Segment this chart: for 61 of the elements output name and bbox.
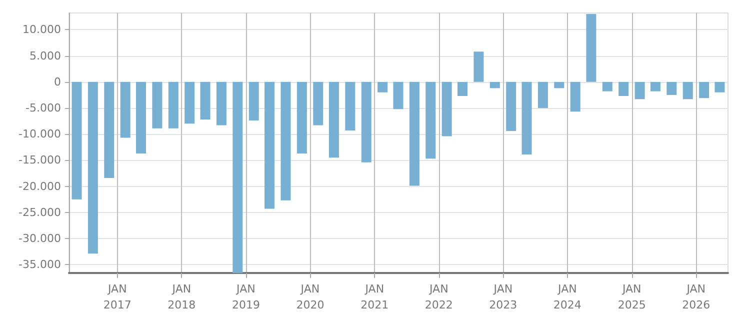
bar (168, 82, 178, 128)
y-tick-label: -15.000 (18, 154, 61, 167)
bar (602, 82, 612, 92)
bar (586, 14, 596, 82)
x-tick-label: JAN 2026 (682, 282, 710, 312)
bar (152, 82, 162, 128)
bar (714, 82, 725, 92)
bar (296, 82, 307, 154)
bar (506, 82, 516, 131)
bar (490, 82, 500, 88)
bar (570, 82, 580, 112)
bar (184, 82, 195, 124)
bar (618, 82, 629, 96)
bar (361, 82, 372, 162)
y-tick-label: -35.000 (18, 258, 61, 272)
y-tick-label: -10.000 (18, 128, 61, 141)
bar (634, 82, 645, 100)
bar (378, 82, 388, 92)
bar (538, 82, 548, 108)
bar (554, 82, 564, 88)
x-tick-label: JAN 2017 (103, 282, 132, 312)
bar (313, 82, 324, 126)
bar (104, 82, 114, 178)
x-tick-label: JAN 2025 (618, 282, 646, 312)
y-tick-label: 10.000 (22, 23, 61, 36)
bar (650, 82, 660, 92)
x-tick-label: JAN 2024 (553, 282, 582, 312)
bar (216, 82, 226, 126)
y-tick-label: -5.000 (26, 102, 61, 115)
bar (458, 82, 468, 96)
bar (72, 82, 82, 200)
x-tick-label: JAN 2022 (424, 282, 453, 312)
bar (393, 82, 404, 110)
bar (200, 82, 210, 120)
y-tick-label: -30.000 (18, 232, 61, 246)
bar (426, 82, 436, 159)
y-tick-label: -20.000 (18, 180, 61, 193)
bar (264, 82, 275, 209)
bar (280, 82, 291, 200)
bar (522, 82, 532, 154)
x-tick-label: JAN 2019 (232, 282, 260, 312)
bar (442, 82, 452, 136)
bar (345, 82, 356, 130)
y-tick-label: 5.000 (30, 49, 61, 62)
x-tick-label: JAN 2023 (489, 282, 518, 312)
y-tick-label: 0 (54, 75, 61, 88)
bar (666, 82, 677, 95)
bar (120, 82, 130, 138)
x-tick-label: JAN 2018 (168, 282, 196, 312)
bar (474, 52, 484, 82)
x-tick-label: JAN 2020 (296, 282, 324, 312)
bar (682, 82, 693, 100)
bar (328, 82, 339, 158)
bar (88, 82, 98, 254)
y-tick-label: -25.000 (18, 206, 61, 219)
bar (409, 82, 420, 186)
x-tick-label: JAN 2021 (360, 282, 389, 312)
bar (232, 82, 243, 273)
bar (699, 82, 710, 98)
bar (136, 82, 146, 154)
bar (248, 82, 259, 121)
